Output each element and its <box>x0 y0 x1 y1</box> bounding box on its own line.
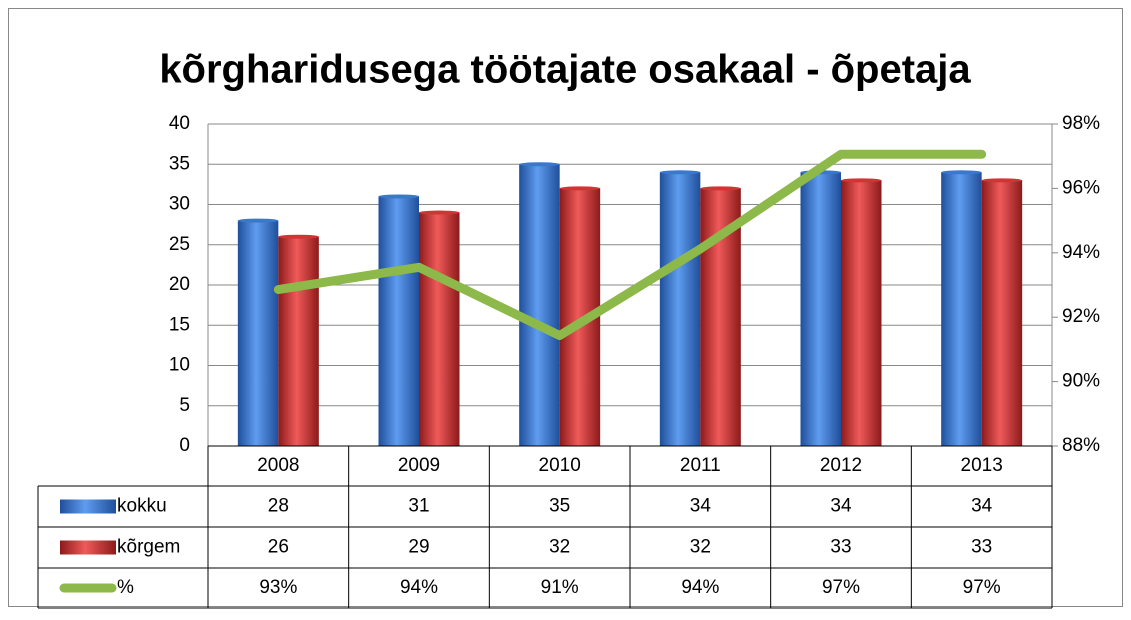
y2-tick-label: 96% <box>1062 177 1100 198</box>
bar-top <box>519 162 560 167</box>
y-tick-label: 5 <box>179 395 190 416</box>
bar <box>519 164 560 446</box>
bar <box>981 180 1023 446</box>
bar-top <box>841 178 882 183</box>
bar-top <box>237 218 279 223</box>
data-label: 33 <box>971 537 992 558</box>
y2-tick-label: 92% <box>1062 306 1100 327</box>
data-label: 94% <box>681 577 719 598</box>
data-label: 97% <box>822 577 860 598</box>
bar <box>841 180 882 446</box>
data-label: 34 <box>971 496 993 517</box>
data-label: 32 <box>549 537 570 558</box>
bar-top <box>659 170 701 175</box>
chart-title: kõrgharidusega töötajate osakaal - õpeta… <box>159 48 971 92</box>
y-tick-label: 30 <box>169 194 190 215</box>
data-label: 26 <box>268 537 289 558</box>
bar <box>419 212 460 446</box>
x-tick-label: 2013 <box>961 455 1003 476</box>
bar-top <box>941 170 982 175</box>
x-tick-label: 2012 <box>820 455 862 476</box>
data-label: 31 <box>408 496 429 517</box>
legend-marker <box>60 540 116 555</box>
y2-tick-label: 90% <box>1062 371 1100 392</box>
legend-label: kokku <box>117 496 167 517</box>
legend-label: % <box>117 577 134 598</box>
data-label: 93% <box>259 577 297 598</box>
y-tick-label: 0 <box>179 435 190 456</box>
y2-tick-label: 88% <box>1062 435 1100 456</box>
y-tick-label: 25 <box>169 234 190 255</box>
bar <box>378 196 419 446</box>
x-tick-label: 2009 <box>398 455 440 476</box>
bar-top <box>559 186 601 191</box>
y-tick-label: 35 <box>169 153 190 174</box>
x-tick-label: 2010 <box>539 455 581 476</box>
data-label: 32 <box>690 537 711 558</box>
y-tick-label: 20 <box>169 274 190 295</box>
y-tick-label: 10 <box>169 355 190 376</box>
legend-label: kõrgem <box>117 537 180 558</box>
data-label: 34 <box>690 496 712 517</box>
bar <box>278 236 319 446</box>
x-tick-label: 2011 <box>680 455 721 476</box>
bar <box>941 172 982 447</box>
legend-marker <box>60 499 116 514</box>
bar <box>659 172 701 447</box>
bar-top <box>278 234 319 239</box>
data-label: 94% <box>400 577 438 598</box>
data-label: 91% <box>541 577 579 598</box>
bar-top <box>419 210 460 215</box>
data-label: 28 <box>268 496 289 517</box>
bar-top <box>981 178 1023 183</box>
data-label: 97% <box>963 577 1001 598</box>
data-label: 29 <box>408 537 429 558</box>
bar-top <box>378 194 419 199</box>
line <box>273 149 987 341</box>
y2-tick-label: 94% <box>1062 242 1100 263</box>
data-label: 33 <box>830 537 851 558</box>
data-label: 35 <box>549 496 570 517</box>
x-tick-label: 2008 <box>257 455 299 476</box>
bar <box>800 172 841 447</box>
bar-top <box>700 186 741 191</box>
y-tick-label: 40 <box>169 113 190 134</box>
y2-tick-label: 98% <box>1062 113 1100 134</box>
bar <box>237 220 279 446</box>
y-tick-label: 15 <box>169 314 190 335</box>
data-label: 34 <box>830 496 852 517</box>
